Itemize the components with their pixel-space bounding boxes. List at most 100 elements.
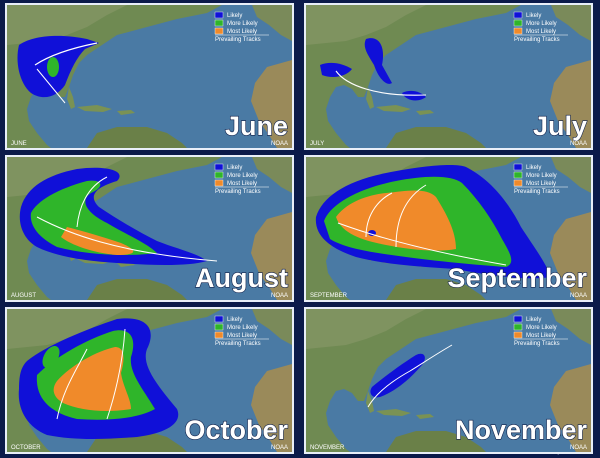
map-shape (320, 62, 352, 77)
legend-label: Likely (526, 165, 541, 171)
legend-label: Likely (526, 317, 541, 323)
legend-swatch (513, 323, 523, 331)
map-shape (306, 5, 426, 45)
map-shape (376, 105, 411, 112)
month-title: November (455, 415, 588, 445)
legend-swatch (214, 331, 224, 339)
map-shape (364, 38, 392, 84)
map-shape (36, 176, 218, 262)
month-title: July (533, 111, 587, 141)
map: Likely More Likely Most Likely Prevailing T… (7, 5, 292, 148)
source-label: NOAA (570, 445, 587, 451)
map-layers (306, 157, 591, 300)
legend-swatch (214, 11, 224, 19)
legend-swatch (214, 19, 224, 27)
legend-swatch (214, 163, 224, 171)
map-shape (366, 87, 374, 109)
map-shape (550, 212, 591, 300)
map: Likely More Likely Most Likely Prevailing T… (306, 157, 591, 300)
legend-label: Most Likely (526, 333, 556, 339)
map-shape (252, 309, 292, 345)
map-shape (337, 184, 507, 266)
legend-swatch (513, 315, 523, 323)
month-label: JULY (310, 141, 324, 147)
map-shape (416, 414, 434, 419)
legend-swatch (513, 11, 523, 19)
map-panel: Likely More Likely Most Likely Prevailing T… (5, 3, 294, 150)
map-panel: Likely More Likely Most Likely Prevailing T… (5, 307, 294, 454)
month-title: August (195, 263, 288, 293)
legend-label: More Likely (526, 173, 557, 179)
map-layers (7, 157, 292, 300)
legend-label: More Likely (526, 21, 557, 27)
legend-label: Most Likely (227, 181, 257, 187)
source-label: NOAA (570, 141, 587, 147)
legend-swatch (513, 19, 523, 27)
map: Likely More Likely Most Likely Prevailing T… (306, 5, 591, 148)
map-shape (306, 5, 521, 148)
legend-label: Prevailing Tracks (215, 341, 261, 347)
map-shape (36, 68, 66, 104)
map-shape (252, 157, 292, 193)
map-shape (7, 309, 127, 349)
map-shape (251, 212, 292, 300)
legend-label: More Likely (227, 325, 258, 331)
map-shape (117, 110, 135, 115)
map-panel: Likely More Likely Most Likely Prevailing T… (304, 3, 593, 150)
legend-swatch (513, 331, 523, 339)
map-shape (252, 5, 292, 41)
legend-label: Most Likely (227, 333, 257, 339)
map-shape (87, 279, 187, 300)
legend-swatch (214, 27, 224, 35)
map-shape (251, 364, 292, 452)
map-shape (416, 110, 434, 115)
legend-label: More Likely (526, 325, 557, 331)
legend-swatch (214, 315, 224, 323)
map-shape (370, 353, 425, 398)
legend-swatch (513, 27, 523, 35)
map-shape (53, 347, 131, 411)
map-layers (306, 309, 591, 452)
source-label: NOAA (271, 293, 288, 299)
source-label: NOAA (570, 293, 587, 299)
map-shape (551, 5, 591, 41)
map-shape (367, 344, 453, 408)
legend-swatch (214, 179, 224, 187)
legend-label: Likely (227, 165, 242, 171)
map-shape (77, 105, 112, 112)
map: Likely More Likely Most Likely Prevailing T… (7, 157, 292, 300)
month-label: AUGUST (11, 293, 36, 299)
legend-swatch (513, 163, 523, 171)
source-label: NOAA (271, 141, 288, 147)
month-label: SEPTEMBER (310, 293, 348, 299)
map-layers (306, 5, 591, 148)
map-shape (550, 60, 591, 148)
legend-label: Prevailing Tracks (215, 189, 261, 195)
legend-label: Most Likely (526, 181, 556, 187)
map-shape (87, 127, 187, 148)
map-panel: Likely More Likely Most Likely Prevailing T… (304, 307, 593, 454)
month-label: NOVEMBER (310, 445, 345, 451)
legend-label: Likely (227, 317, 242, 323)
map-shape (306, 309, 521, 452)
map-shape (251, 60, 292, 148)
legend-swatch (214, 171, 224, 179)
legend-label: Most Likely (526, 29, 556, 35)
month-title: June (225, 111, 288, 141)
map: Likely More Likely Most Likely Prevailing T… (7, 309, 292, 452)
month-title: October (184, 415, 288, 445)
map-shape (386, 279, 486, 300)
map-shape (376, 409, 411, 416)
legend-swatch (513, 179, 523, 187)
map-shape (306, 309, 426, 349)
legend-label: Prevailing Tracks (215, 37, 261, 43)
legend-label: Prevailing Tracks (514, 37, 560, 43)
map-shape (386, 127, 486, 148)
month-label: OCTOBER (11, 445, 41, 451)
map-shape (67, 87, 75, 109)
legend-swatch (513, 171, 523, 179)
map-shape (47, 57, 59, 77)
map-shape (42, 346, 60, 368)
map-shape (551, 309, 591, 345)
